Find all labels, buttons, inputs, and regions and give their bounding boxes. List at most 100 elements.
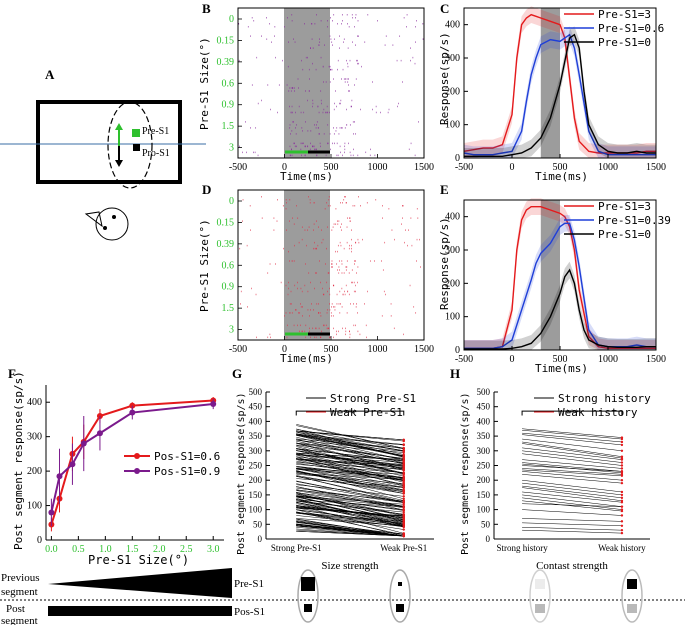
pair-line bbox=[522, 509, 622, 516]
ytick-label-500: 500 bbox=[249, 387, 263, 397]
pair-line bbox=[522, 471, 622, 481]
pair-point-weak bbox=[620, 449, 624, 452]
stim-h-strong-pre bbox=[535, 579, 545, 589]
legend-dot-1 bbox=[134, 468, 140, 474]
series-band-0 bbox=[464, 6, 656, 159]
pair-point-weak bbox=[402, 488, 405, 492]
panel-label-h: H bbox=[450, 366, 460, 381]
chart-e-xlabel: Time(ms) bbox=[535, 362, 588, 375]
ytick-label-200: 200 bbox=[445, 86, 460, 97]
significance-stars: *** bbox=[343, 408, 357, 418]
pair-line bbox=[522, 447, 622, 460]
ytick-label-200: 200 bbox=[477, 475, 491, 485]
pair-point-weak bbox=[402, 528, 405, 531]
ytick-label-350: 350 bbox=[477, 431, 491, 441]
legend-label-strong: Strong Pre-S1 bbox=[330, 392, 416, 405]
chart-c-ylabel: Response(sp/s) bbox=[438, 32, 451, 125]
pair-line bbox=[296, 512, 404, 530]
pair-point-weak bbox=[402, 476, 405, 479]
ytick-label-400: 400 bbox=[445, 20, 460, 31]
panel-e: E -500 0 500 1000 15000100200300400Pre-S1=3P… bbox=[438, 182, 671, 375]
raster-b-shaded-window bbox=[284, 8, 330, 158]
raster-b-ylabel: Pre-S1 Size(°) bbox=[198, 37, 211, 130]
pair-line bbox=[296, 428, 404, 450]
pair-point-weak bbox=[402, 456, 405, 459]
pair-point-weak bbox=[620, 531, 624, 535]
category-label-strong: Strong Pre-S1 bbox=[271, 543, 322, 553]
pair-line bbox=[296, 452, 404, 477]
pair-line bbox=[296, 471, 404, 489]
pair-line bbox=[296, 428, 404, 458]
post-segment-label-1: Post bbox=[6, 603, 25, 615]
ytick-label-100: 100 bbox=[27, 501, 42, 512]
raster-d-ylabel: Pre-S1 Size(°) bbox=[198, 219, 211, 312]
ytick-label-200: 200 bbox=[249, 475, 263, 485]
pair-point-weak bbox=[620, 496, 624, 500]
pair-line bbox=[296, 438, 404, 449]
ytick-label-100: 100 bbox=[477, 505, 491, 515]
series-point bbox=[129, 409, 136, 416]
pair-line bbox=[296, 445, 404, 468]
pair-point-weak bbox=[620, 474, 624, 477]
pair-line bbox=[522, 429, 622, 440]
pair-line bbox=[522, 453, 622, 466]
pair-line bbox=[522, 432, 622, 443]
pair-line bbox=[522, 526, 622, 531]
pair-line bbox=[296, 431, 404, 451]
legend-dot-0 bbox=[134, 453, 140, 459]
eye-cone bbox=[84, 211, 103, 228]
xtick-label-0.5: 0.5 bbox=[72, 544, 85, 555]
pair-point-weak bbox=[402, 492, 405, 495]
shaded-window bbox=[540, 8, 560, 158]
xtick-label--500: -500 bbox=[229, 344, 247, 355]
ytick-label-300: 300 bbox=[477, 446, 491, 456]
pair-line bbox=[296, 450, 404, 475]
pair-line bbox=[296, 469, 404, 481]
pair-point-weak bbox=[402, 505, 405, 508]
pair-line bbox=[296, 473, 404, 484]
pair-line bbox=[296, 486, 404, 507]
pair-line bbox=[296, 496, 404, 511]
pair-line bbox=[522, 469, 622, 477]
ytick-label-150: 150 bbox=[477, 490, 491, 500]
panel-g: G 0 50 100 150 200 250 300 350 400 450 500 *** Stron… bbox=[232, 366, 434, 572]
pair-line bbox=[296, 462, 404, 479]
ytick-label-0.9: 0.9 bbox=[222, 282, 235, 293]
ytick-label-50: 50 bbox=[481, 519, 491, 529]
chart-f-ylabel: Post segment response(sp/s) bbox=[12, 371, 25, 550]
category-label-weak: Weak history bbox=[598, 543, 646, 553]
ytick-label-450: 450 bbox=[249, 402, 263, 412]
ytick-label-0: 0 bbox=[455, 153, 460, 164]
pair-line bbox=[296, 470, 404, 492]
xtick-label-1000: 1000 bbox=[598, 354, 618, 365]
panel-a: A Pre-S1 Pro-S1 bbox=[0, 67, 206, 241]
xtick-label-2.0: 2.0 bbox=[153, 544, 166, 555]
chart-f-xlabel: Pre-S1 Size(°) bbox=[88, 553, 189, 567]
xtick-label-0: 0 bbox=[510, 354, 515, 365]
pair-line bbox=[296, 468, 404, 475]
panel-label-e: E bbox=[440, 182, 449, 197]
series-point bbox=[56, 473, 63, 480]
pair-line bbox=[522, 438, 622, 452]
legend-label-weak: Weak Pre-S1 bbox=[330, 406, 403, 419]
ytick-label-100: 100 bbox=[445, 120, 460, 131]
pair-point-weak bbox=[402, 443, 405, 447]
ytick-label-400: 400 bbox=[477, 416, 491, 426]
ytick-label-350: 350 bbox=[249, 431, 263, 441]
xtick-label-1500: 1500 bbox=[646, 354, 666, 365]
legend-label-2: Pre-S1=0 bbox=[598, 36, 651, 49]
previous-segment-wedge bbox=[48, 568, 232, 598]
pair-point-weak bbox=[402, 479, 405, 482]
pair-point-weak bbox=[620, 514, 624, 517]
xtick-label-1500: 1500 bbox=[414, 162, 434, 173]
xtick-label-0: 0 bbox=[510, 162, 515, 173]
pair-line bbox=[522, 479, 622, 493]
pair-line bbox=[522, 522, 622, 527]
pair-line bbox=[296, 434, 404, 451]
chart-g: 0 50 100 150 200 250 300 350 400 450 500 *** Strong … bbox=[249, 387, 434, 572]
series-point bbox=[210, 400, 217, 407]
raster-d-spikes bbox=[239, 196, 421, 339]
xtick-label-1500: 1500 bbox=[414, 344, 434, 355]
panel-d: D 0 0.15 0.39 0.6 0.9 1.5 3 -500 0 500 1000 1500 T… bbox=[198, 182, 434, 365]
xtick-label-500: 500 bbox=[324, 162, 339, 173]
